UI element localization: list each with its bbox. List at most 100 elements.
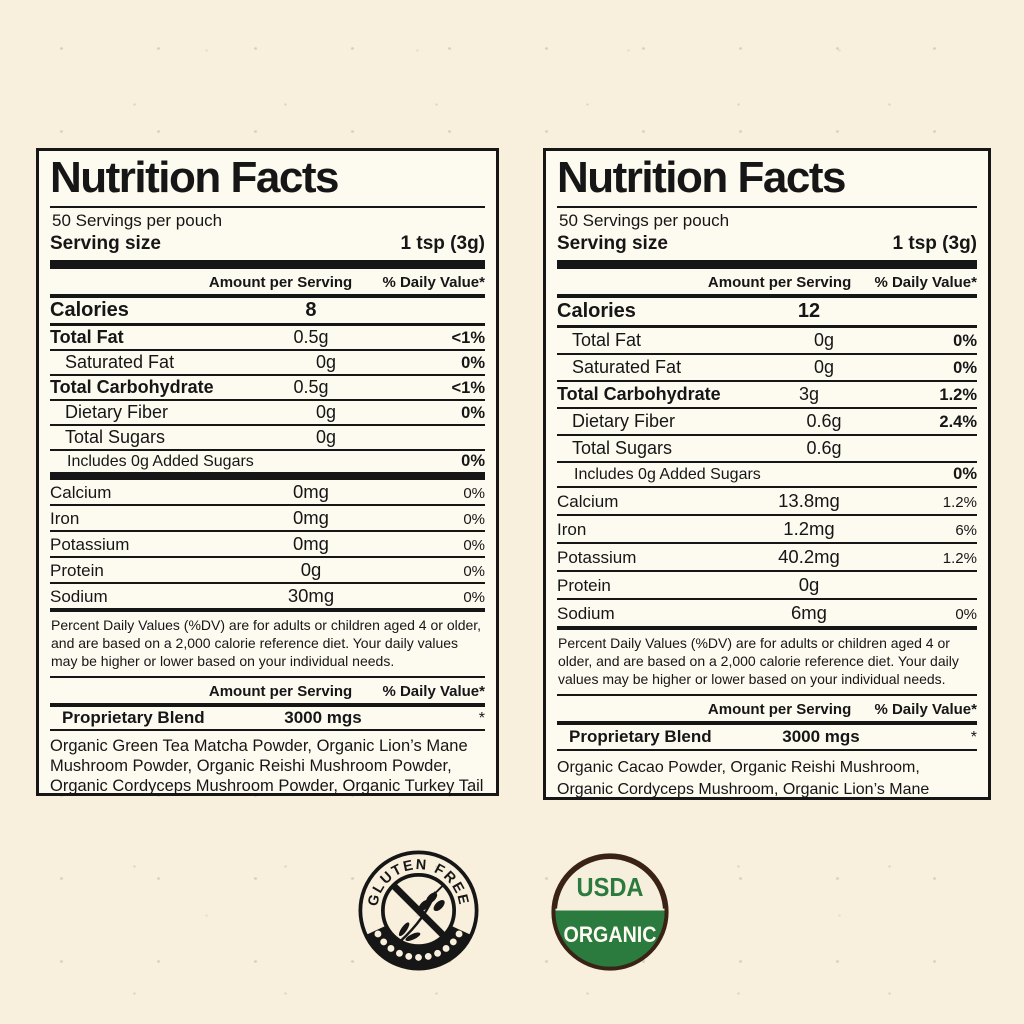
ingredients-list: Organic Green Tea Matcha Powder, Organic… <box>50 737 484 795</box>
nutrient-label: Total Sugars <box>65 426 166 447</box>
mineral-row: Protein 0g 0% <box>50 558 485 584</box>
mineral-row: Sodium 30mg 0% <box>50 584 485 612</box>
nutrient-amount: 0mg <box>292 532 329 554</box>
nutrient-row: Total Sugars 0.6g <box>557 436 977 463</box>
nutrient-dv: 1.2% <box>942 493 977 511</box>
servings-per-container: 50 Servings per pouch <box>559 210 730 230</box>
nutrient-amount: 0g <box>798 573 820 595</box>
nutrient-amount: 0g <box>813 329 834 350</box>
column-header-row: Amount per Serving % Daily Value* <box>50 678 485 708</box>
daily-value-footnote: Percent Daily Values (%DV) are for adult… <box>50 612 485 679</box>
amount-header: Amount per Serving <box>707 273 852 291</box>
thick-divider <box>557 259 977 269</box>
serving-size-value: 1 tsp (3g) <box>892 232 977 254</box>
blend-label: Proprietary Blend <box>569 727 712 747</box>
nutrient-dv: 0% <box>463 510 485 528</box>
nutrient-amount: 8 <box>305 298 317 321</box>
mineral-row: Iron 0mg 0% <box>50 506 485 532</box>
nutrient-amount: 0.6g <box>806 437 842 458</box>
blend-amount: 3000 mgs <box>782 727 860 747</box>
mineral-row: Potassium 0mg 0% <box>50 532 485 558</box>
mineral-row: Protein 0g <box>557 572 977 600</box>
blend-dv: * <box>970 729 977 747</box>
badge-dots <box>374 930 463 961</box>
column-header-row: Amount per Serving % Daily Value* <box>557 696 977 726</box>
calories-row: Calories 12 <box>557 298 977 328</box>
amount-header: Amount per Serving <box>707 701 852 719</box>
nutrient-amount: 1.2mg <box>783 517 835 539</box>
proprietary-blend-row: Proprietary Blend 3000 mgs * <box>50 707 485 732</box>
mineral-row: Sodium 6mg 0% <box>557 600 977 630</box>
nutrient-amount: 40.2mg <box>778 545 840 567</box>
nutrient-label: Potassium <box>50 534 130 554</box>
nutrient-label: Saturated Fat <box>65 351 175 372</box>
mineral-row: Calcium 13.8mg 1.2% <box>557 488 977 516</box>
panel-title: Nutrition Facts <box>50 155 485 208</box>
nutrient-label: Total Carbohydrate <box>50 376 214 397</box>
servings-per-container: 50 Servings per pouch <box>52 210 223 230</box>
thick-divider <box>50 259 485 269</box>
nutrient-label: Total Carbohydrate <box>557 383 721 404</box>
nutrient-dv: 0% <box>463 588 485 606</box>
nutrient-dv: 1.2% <box>942 549 977 567</box>
amount-header: Amount per Serving <box>208 683 353 701</box>
usda-organic-badge-icon: USDA ORGANIC <box>551 853 669 971</box>
nutrient-row: Includes 0g Added Sugars 0% <box>50 451 485 472</box>
nutrient-dv: 0% <box>461 403 485 422</box>
nutrient-row: Total Sugars 0g <box>50 426 485 451</box>
nutrient-amount: 6mg <box>790 601 827 623</box>
dv-header: % Daily Value* <box>382 273 485 291</box>
nutrient-dv: 0% <box>953 331 977 350</box>
nutrient-label: Total Sugars <box>572 437 673 458</box>
nutrition-facts-panel-right: Nutrition Facts 50 Servings per pouch Se… <box>543 148 991 800</box>
blend-dv: * <box>478 710 485 728</box>
nutrient-dv: 0% <box>955 605 977 623</box>
nutrient-label: Sodium <box>557 603 615 623</box>
nutrient-amount: 0g <box>300 558 322 580</box>
serving-size-label: Serving size <box>557 232 668 254</box>
nutrient-amount: 13.8mg <box>778 489 840 511</box>
nutrient-label: Saturated Fat <box>572 356 682 377</box>
nutrient-amount: 12 <box>797 299 821 322</box>
nutrient-amount: 30mg <box>287 584 335 606</box>
dv-header: % Daily Value* <box>874 273 977 291</box>
nutrient-row: Total Fat 0g 0% <box>557 328 977 355</box>
nutrient-label: Protein <box>557 575 611 595</box>
nutrient-label: Calcium <box>557 491 619 511</box>
gluten-free-badge-icon: GLUTEN FREE <box>358 850 479 971</box>
thick-divider <box>50 471 485 480</box>
panel-title: Nutrition Facts <box>557 155 977 208</box>
nutrient-dv: 0% <box>463 484 485 502</box>
nutrient-row: Total Carbohydrate 0.5g <1% <box>50 376 485 401</box>
daily-value-footnote: Percent Daily Values (%DV) are for adult… <box>557 630 977 697</box>
nutrient-dv: 0% <box>463 562 485 580</box>
nutrient-label: Dietary Fiber <box>65 401 169 422</box>
mineral-row: Iron 1.2mg 6% <box>557 516 977 544</box>
nutrient-dv: <1% <box>451 378 485 397</box>
nutrient-label: Protein <box>50 560 104 580</box>
slash-icon <box>391 883 446 938</box>
nutrient-amount: 0g <box>315 426 336 447</box>
nutrient-dv: 2.4% <box>939 412 977 431</box>
nutrient-amount: 0g <box>315 351 336 372</box>
column-header-row: Amount per Serving % Daily Value* <box>50 269 485 298</box>
nutrient-amount: 0mg <box>292 506 329 528</box>
ingredients-list: Organic Cacao Powder, Organic Reishi Mus… <box>557 759 930 798</box>
nutrient-label: Iron <box>557 519 587 539</box>
nutrient-label: Sodium <box>50 586 108 606</box>
nutrient-row: Total Fat 0.5g <1% <box>50 326 485 351</box>
nutrient-amount: 0.5g <box>293 326 329 347</box>
nutrient-dv: 0% <box>953 358 977 377</box>
nutrient-label: Potassium <box>557 547 637 567</box>
nutrient-row: Dietary Fiber 0.6g 2.4% <box>557 409 977 436</box>
nutrient-dv: 0% <box>953 464 977 483</box>
nutrient-dv: 0% <box>461 451 485 470</box>
nutrient-amount: 0g <box>315 401 336 422</box>
nutrient-label: Includes 0g Added Sugars <box>67 452 254 470</box>
proprietary-blend-row: Proprietary Blend 3000 mgs * <box>557 725 977 752</box>
nutrient-row: Saturated Fat 0g 0% <box>50 351 485 376</box>
nutrient-label: Calories <box>50 298 129 321</box>
nutrient-amount: 3g <box>798 383 819 404</box>
nutrient-dv: 0% <box>461 353 485 372</box>
column-header-row: Amount per Serving % Daily Value* <box>557 269 977 298</box>
